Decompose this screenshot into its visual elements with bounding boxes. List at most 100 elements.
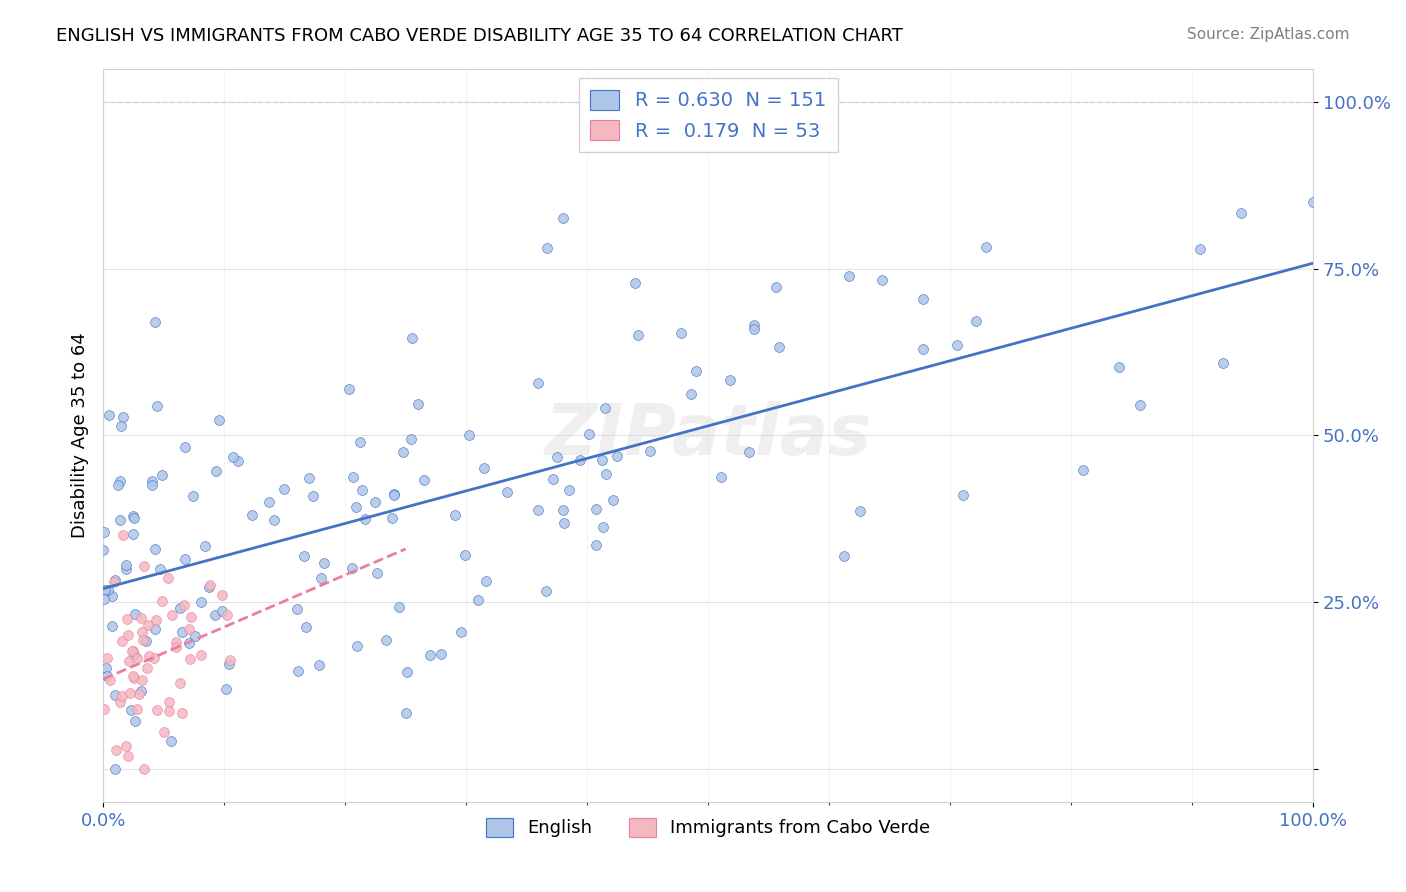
Point (298, 471, 321, 485)
Point (363, 495, 385, 509)
Point (198, 581, 221, 595)
Point (96, 668, 118, 682)
Point (179, 623, 201, 637)
Point (122, 644, 145, 658)
Point (311, 571, 333, 585)
Point (127, 651, 149, 665)
Point (118, 654, 141, 668)
Point (94, 661, 117, 675)
Point (157, 695, 180, 709)
Point (143, 541, 166, 556)
Point (585, 538, 607, 552)
Point (215, 608, 238, 623)
Point (965, 313, 987, 327)
Point (669, 326, 692, 340)
Point (135, 633, 157, 648)
Point (718, 373, 741, 387)
Point (97, 582, 120, 597)
Point (93, 525, 115, 540)
Y-axis label: Disability Age 35 to 64: Disability Age 35 to 64 (72, 333, 89, 538)
Point (685, 364, 707, 378)
Point (211, 588, 233, 602)
Point (190, 648, 212, 662)
Point (129, 683, 152, 698)
Point (143, 316, 166, 330)
Point (259, 494, 281, 508)
Point (91, 542, 114, 557)
Point (592, 520, 614, 534)
Point (104, 688, 127, 702)
Point (121, 644, 143, 658)
Point (475, 574, 498, 588)
Point (122, 648, 145, 663)
Point (132, 762, 155, 776)
Point (218, 653, 240, 667)
Point (974, 240, 997, 254)
Point (157, 704, 180, 718)
Point (125, 702, 148, 716)
Point (765, 280, 787, 294)
Point (96, 650, 118, 665)
Point (121, 527, 143, 541)
Legend: English, Immigrants from Cabo Verde: English, Immigrants from Cabo Verde (479, 811, 938, 845)
Point (444, 508, 467, 522)
Point (93, 701, 115, 715)
Point (585, 502, 607, 516)
Point (388, 600, 411, 615)
Point (401, 331, 423, 345)
Point (226, 453, 249, 467)
Point (308, 658, 330, 673)
Point (295, 620, 318, 634)
Point (104, 574, 127, 588)
Point (578, 427, 600, 442)
Point (527, 376, 550, 390)
Point (472, 461, 495, 475)
Point (413, 474, 436, 488)
Point (145, 399, 167, 413)
Point (911, 292, 934, 306)
Point (624, 276, 647, 290)
Point (1129, 398, 1152, 412)
Point (136, 660, 159, 674)
Point (110, 695, 132, 709)
Point (112, 409, 135, 424)
Point (122, 671, 145, 685)
Text: Source: ZipAtlas.com: Source: ZipAtlas.com (1187, 27, 1350, 42)
Point (93, 592, 115, 607)
Point (169, 601, 191, 615)
Point (710, 469, 733, 483)
Point (108, 474, 131, 488)
Point (100, 673, 122, 687)
Point (150, 467, 173, 482)
Point (222, 450, 245, 464)
Point (569, 452, 592, 467)
Point (768, 340, 790, 354)
Point (100, 619, 122, 633)
Point (952, 488, 974, 502)
Point (204, 608, 226, 623)
Point (169, 675, 191, 690)
Point (382, 488, 405, 502)
Point (118, 686, 141, 700)
Point (124, 714, 146, 729)
Point (160, 607, 183, 622)
Point (352, 483, 374, 498)
Point (453, 549, 475, 563)
Point (129, 611, 152, 625)
Point (430, 647, 453, 661)
Point (111, 633, 134, 648)
Point (946, 338, 969, 352)
Point (184, 629, 207, 643)
Point (553, 211, 575, 225)
Point (179, 636, 201, 650)
Point (681, 386, 703, 401)
Point (179, 651, 201, 665)
Point (1108, 359, 1130, 374)
Point (273, 482, 295, 496)
Point (122, 669, 145, 683)
Point (551, 502, 574, 516)
Point (738, 445, 761, 459)
Point (104, 762, 127, 776)
Point (458, 428, 481, 442)
Point (143, 622, 166, 636)
